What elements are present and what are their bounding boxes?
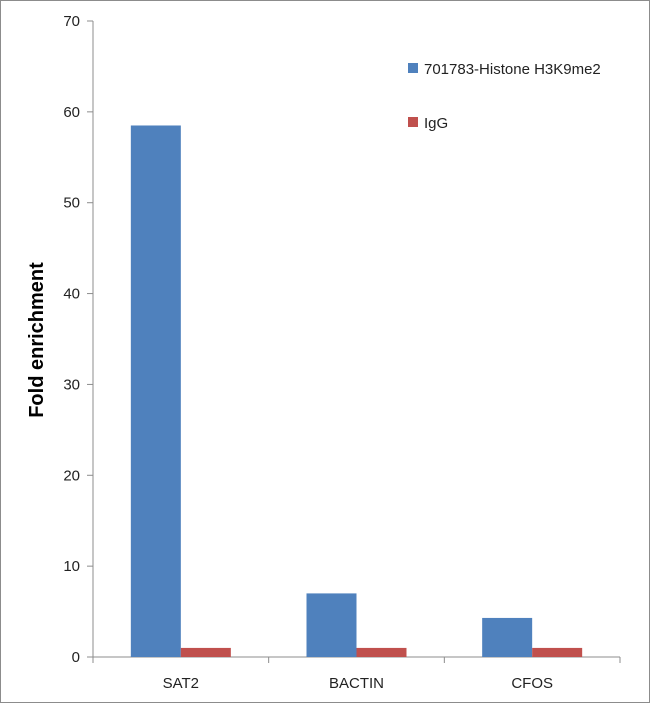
bar-h3k9me2-cfos: [482, 617, 533, 657]
legend-label: IgG: [424, 115, 448, 132]
bar-igg-cfos: [532, 647, 583, 657]
bar-h3k9me2-sat2: [130, 125, 181, 657]
legend-label: 701783-Histone H3K9me2: [424, 61, 601, 78]
x-axis: SAT2 BACTIN CFOS: [92, 656, 621, 692]
legend-swatch: [408, 117, 418, 127]
y-tick-label: 20: [63, 467, 80, 484]
y-tick-label: 40: [63, 286, 80, 303]
x-category-label: BACTIN: [329, 675, 384, 692]
bars: [130, 125, 583, 657]
bar-igg-bactin: [356, 647, 407, 657]
legend: 701783-Histone H3K9me2 IgG: [408, 61, 601, 132]
y-tick-label: 0: [72, 649, 80, 666]
legend-swatch: [408, 63, 418, 73]
y-tick-label: 50: [63, 195, 80, 212]
y-tick-label: 10: [63, 558, 80, 575]
y-tick-label: 30: [63, 376, 80, 393]
x-category-label: CFOS: [511, 675, 553, 692]
x-category-label: SAT2: [163, 675, 199, 692]
y-tick-label: 60: [63, 104, 80, 121]
y-tick-label: 70: [63, 13, 80, 30]
y-axis-label: Fold enrichment: [26, 262, 48, 418]
bar-igg-sat2: [180, 647, 231, 657]
bar-h3k9me2-bactin: [306, 593, 357, 657]
y-axis: 0 10 20 30 40 50 60 70: [63, 13, 94, 666]
